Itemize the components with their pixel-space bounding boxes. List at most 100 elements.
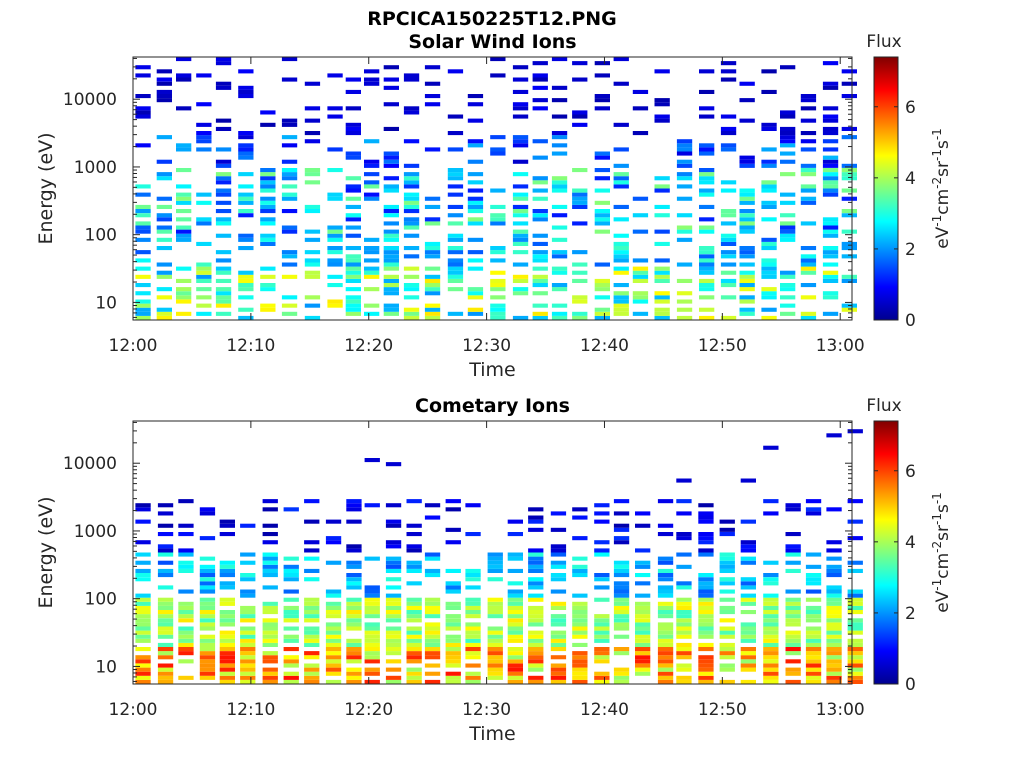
heatmap-cell (156, 77, 172, 82)
heatmap-cell (157, 573, 174, 578)
heatmap-cell (219, 585, 235, 590)
heatmap-cell (594, 511, 610, 516)
heatmap-cell (238, 287, 254, 292)
heatmap-cell (822, 180, 839, 185)
heatmap-cell (785, 532, 801, 537)
heatmap-cell (847, 647, 863, 652)
heatmap-cell (847, 605, 863, 610)
heatmap-cell (800, 139, 817, 144)
heatmap-cell (676, 237, 693, 242)
heatmap-cell (215, 176, 232, 181)
heatmap-cell (572, 61, 588, 66)
heatmap-cell (528, 659, 544, 664)
heatmap-cell (406, 601, 422, 606)
heatmap-cell (740, 679, 756, 684)
heatmap-cell (465, 655, 481, 660)
heatmap-cell (281, 295, 298, 300)
heatmap-cell (676, 147, 693, 152)
heatmap-cell (135, 303, 151, 308)
heatmap-cell (739, 283, 755, 288)
heatmap-cell (740, 651, 756, 656)
heatmap-cell (304, 663, 320, 668)
heatmap-cell (199, 626, 216, 631)
heatmap-cell (635, 659, 651, 664)
heatmap-cell (215, 118, 232, 123)
heatmap-cell (698, 601, 714, 606)
heatmap-cell (805, 597, 822, 602)
heatmap-cell (532, 250, 548, 255)
heatmap-cell (364, 172, 380, 177)
heatmap-cell (157, 647, 174, 652)
heatmap-cell (178, 675, 194, 680)
heatmap-cell (572, 573, 588, 578)
heatmap-cell (512, 315, 529, 320)
heatmap-cell (383, 246, 399, 251)
heatmap-cell (196, 192, 212, 197)
heatmap-cell (403, 196, 420, 201)
heatmap-cell (698, 671, 714, 676)
heatmap-cell (698, 597, 714, 602)
heatmap-cell (740, 593, 756, 598)
heatmap-cell (157, 671, 174, 676)
heatmap-cell (240, 647, 256, 652)
heatmap-cell (219, 564, 235, 569)
heatmap-cell (657, 532, 674, 537)
heatmap-cell (345, 126, 361, 131)
heatmap-cell (487, 667, 503, 672)
heatmap-cell (487, 663, 503, 668)
heatmap-cell (532, 139, 548, 144)
heatmap-cell (238, 89, 254, 94)
heatmap-cell (445, 638, 461, 643)
heatmap-cell (240, 663, 256, 668)
heatmap-cell (406, 618, 422, 623)
heatmap-cell (528, 527, 544, 532)
heatmap-cell (654, 278, 670, 283)
heatmap-cell (841, 229, 857, 234)
heatmap-cell (528, 679, 544, 684)
heatmap-cell (467, 139, 484, 144)
heatmap-cell (739, 246, 755, 251)
heatmap-cell (304, 229, 321, 234)
heatmap-cell (800, 295, 817, 300)
heatmap-cell (698, 548, 714, 553)
heatmap-cell (847, 499, 863, 504)
heatmap-cell (780, 139, 796, 144)
heatmap-cell (135, 601, 151, 606)
heatmap-cell (551, 180, 568, 185)
heatmap-cell (156, 81, 172, 86)
heatmap-cell (822, 168, 839, 173)
heatmap-cell (822, 126, 839, 131)
heatmap-cell (676, 552, 692, 557)
heatmap-cell (780, 237, 796, 242)
heatmap-cell (383, 213, 399, 218)
heatmap-cell (262, 671, 278, 676)
heatmap-cell (551, 283, 568, 288)
heatmap-cell (447, 221, 464, 226)
heatmap-cell (345, 151, 361, 156)
heatmap-cell (676, 581, 692, 586)
heatmap-cell (654, 188, 670, 193)
heatmap-cell (532, 258, 548, 263)
heatmap-cell (490, 258, 506, 263)
heatmap-cell (304, 131, 321, 136)
heatmap-cell (719, 527, 735, 532)
heatmap-cell (345, 266, 361, 271)
heatmap-cell (572, 556, 588, 561)
heatmap-cell (383, 307, 399, 312)
heatmap-cell (157, 552, 174, 557)
heatmap-cell (406, 597, 422, 602)
heatmap-cell (364, 614, 380, 619)
heatmap-cell (676, 622, 692, 627)
heatmap-cell (698, 675, 714, 680)
heatmap-cell (238, 233, 254, 238)
heatmap-cell (445, 618, 461, 623)
heatmap-cell (260, 176, 276, 181)
heatmap-cell (657, 605, 674, 610)
heatmap-cell (635, 626, 651, 631)
heatmap-cell (594, 155, 610, 160)
heatmap-cell (654, 311, 670, 316)
heatmap-cell (847, 626, 863, 631)
heatmap-cell (467, 196, 484, 201)
heatmap-cell (551, 270, 568, 275)
heatmap-cell (215, 270, 232, 275)
